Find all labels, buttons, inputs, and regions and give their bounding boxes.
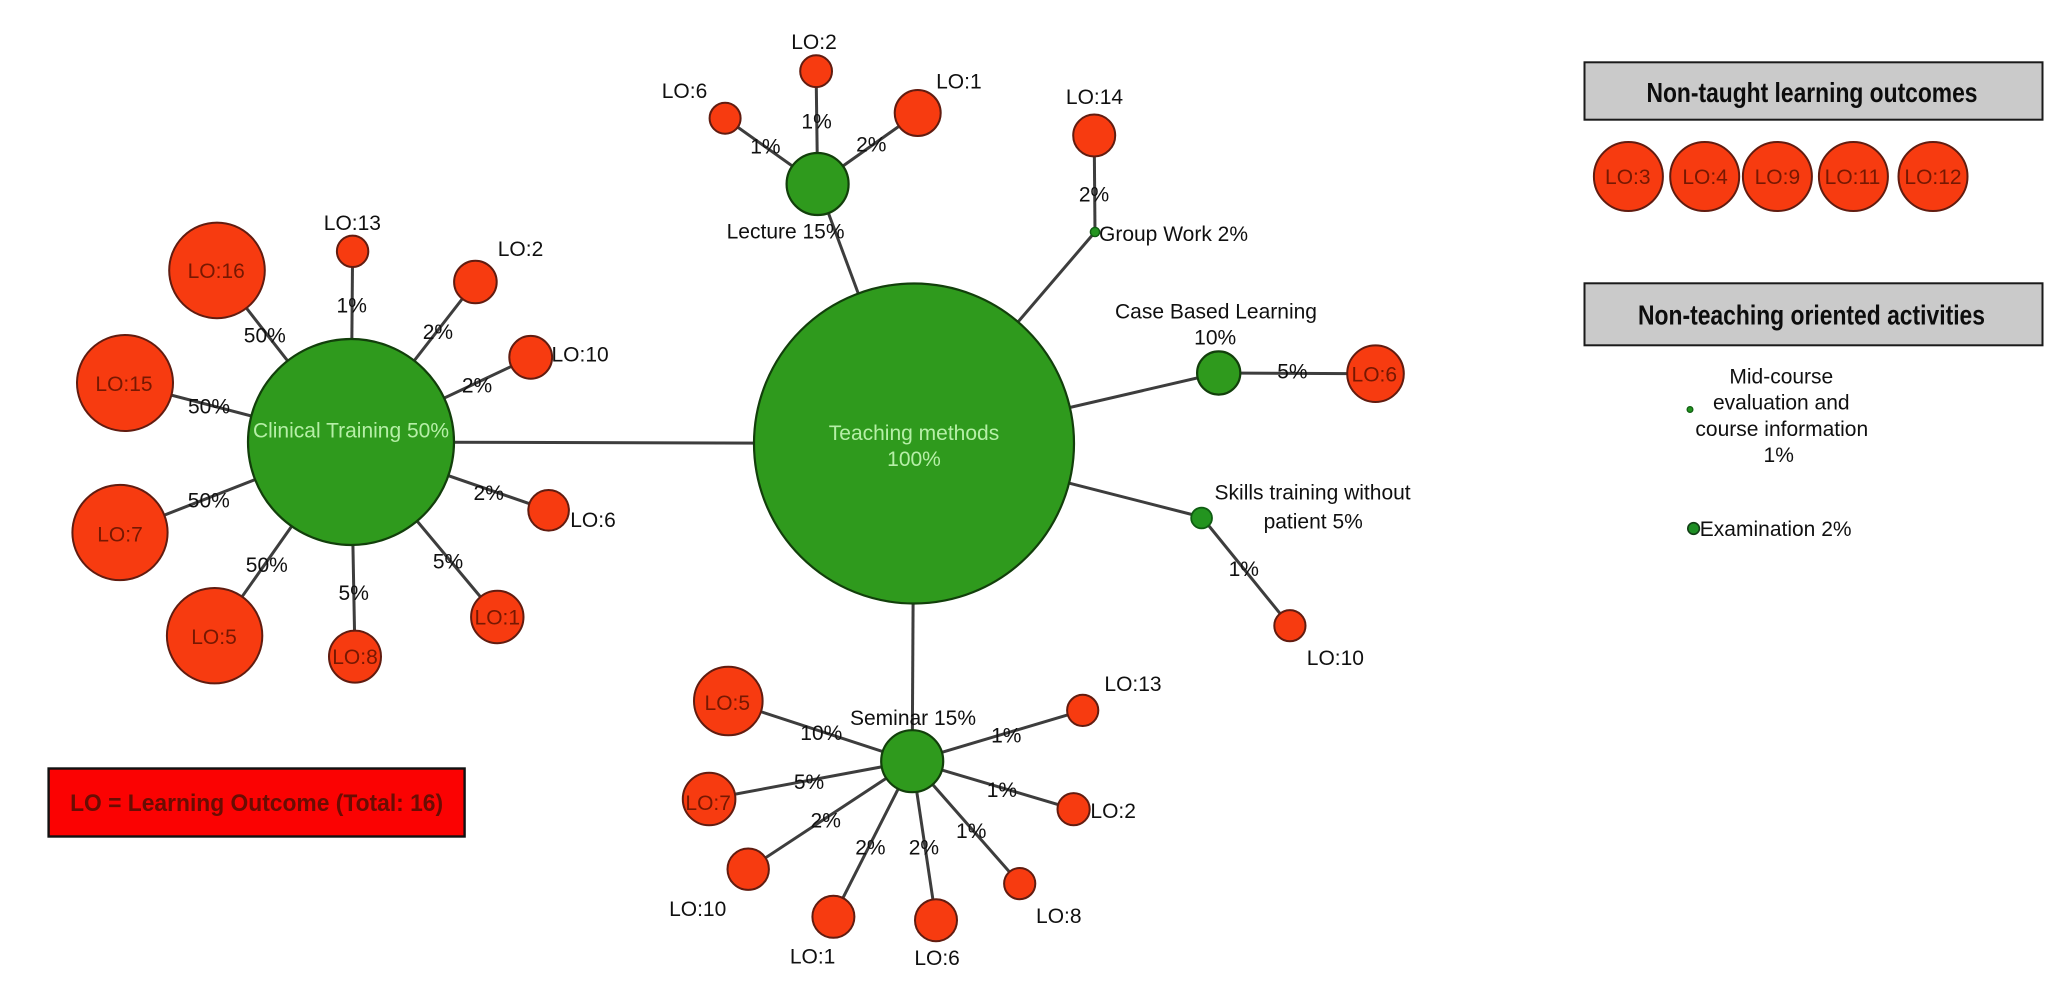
svg-text:LO:1: LO:1 [936, 70, 982, 93]
svg-text:Mid-course: Mid-course [1729, 365, 1833, 388]
svg-text:Lecture 15%: Lecture 15% [727, 221, 845, 244]
svg-text:1%: 1% [750, 136, 780, 159]
svg-text:LO:13: LO:13 [324, 212, 381, 235]
svg-text:LO:10: LO:10 [1307, 647, 1364, 670]
svg-text:2%: 2% [909, 837, 939, 860]
svg-text:LO:1: LO:1 [475, 607, 521, 630]
svg-text:LO:5: LO:5 [705, 692, 751, 715]
svg-text:1%: 1% [987, 779, 1017, 802]
svg-text:LO:15: LO:15 [95, 373, 152, 396]
svg-text:LO:6: LO:6 [662, 80, 708, 103]
svg-text:1%: 1% [337, 295, 367, 318]
svg-text:LO:7: LO:7 [97, 524, 143, 547]
svg-text:Non-teaching oriented activiti: Non-teaching oriented activities [1638, 299, 1985, 330]
svg-text:Examination 2%: Examination 2% [1700, 518, 1852, 541]
svg-text:LO:2: LO:2 [1090, 800, 1136, 823]
svg-text:1%: 1% [956, 820, 986, 843]
svg-text:2%: 2% [855, 837, 885, 860]
svg-text:2%: 2% [811, 810, 841, 833]
svg-text:LO:7: LO:7 [685, 792, 731, 815]
svg-text:Clinical Training 50%: Clinical Training 50% [253, 420, 449, 443]
svg-text:5%: 5% [1277, 361, 1307, 384]
svg-text:Skills training without: Skills training without [1215, 482, 1411, 505]
svg-text:evaluation and: evaluation and [1713, 392, 1850, 415]
svg-text:LO:1: LO:1 [790, 945, 836, 968]
svg-text:LO:6: LO:6 [1352, 363, 1398, 386]
svg-text:LO:16: LO:16 [188, 260, 245, 283]
svg-text:LO:5: LO:5 [191, 626, 237, 649]
svg-text:Case Based Learning: Case Based Learning [1115, 300, 1317, 323]
svg-text:LO:6: LO:6 [914, 947, 960, 970]
svg-text:Group Work 2%: Group Work 2% [1099, 223, 1248, 246]
svg-text:LO:9: LO:9 [1755, 166, 1801, 189]
svg-text:10%: 10% [1194, 327, 1236, 350]
svg-text:LO:13: LO:13 [1104, 673, 1161, 696]
svg-text:50%: 50% [246, 554, 288, 577]
svg-text:LO:2: LO:2 [498, 238, 544, 261]
svg-text:50%: 50% [188, 395, 230, 418]
svg-text:50%: 50% [244, 324, 286, 347]
svg-text:Teaching methods: Teaching methods [829, 422, 999, 445]
svg-text:LO:10: LO:10 [551, 344, 608, 367]
svg-text:LO:2: LO:2 [791, 31, 837, 54]
svg-text:5%: 5% [794, 771, 824, 794]
svg-text:LO:8: LO:8 [332, 646, 378, 669]
svg-text:Seminar 15%: Seminar 15% [850, 707, 976, 730]
svg-text:LO:12: LO:12 [1904, 166, 1961, 189]
svg-text:5%: 5% [339, 582, 369, 605]
svg-text:1%: 1% [991, 725, 1021, 748]
svg-text:2%: 2% [474, 482, 504, 505]
svg-text:2%: 2% [856, 134, 886, 157]
svg-text:1%: 1% [801, 111, 831, 134]
svg-text:LO:4: LO:4 [1682, 166, 1728, 189]
svg-text:2%: 2% [462, 374, 492, 397]
svg-text:LO:11: LO:11 [1825, 166, 1881, 189]
svg-text:100%: 100% [887, 448, 941, 471]
svg-text:5%: 5% [433, 550, 463, 573]
svg-text:course information: course information [1695, 418, 1868, 441]
svg-text:Non-taught learning outcomes: Non-taught learning outcomes [1647, 77, 1978, 108]
svg-text:LO:3: LO:3 [1605, 166, 1651, 189]
svg-text:10%: 10% [800, 722, 842, 745]
svg-text:LO:10: LO:10 [669, 898, 726, 921]
svg-text:LO:6: LO:6 [570, 509, 616, 532]
svg-text:50%: 50% [188, 489, 230, 512]
svg-text:2%: 2% [1079, 184, 1109, 207]
svg-text:LO = Learning Outcome (Total:: LO = Learning Outcome (Total: 16) [70, 790, 443, 817]
svg-text:patient 5%: patient 5% [1264, 511, 1363, 534]
svg-text:LO:14: LO:14 [1066, 86, 1124, 109]
svg-text:2%: 2% [423, 321, 453, 344]
svg-text:1%: 1% [1229, 558, 1259, 581]
svg-text:1%: 1% [1764, 444, 1794, 467]
svg-text:LO:8: LO:8 [1036, 905, 1082, 928]
